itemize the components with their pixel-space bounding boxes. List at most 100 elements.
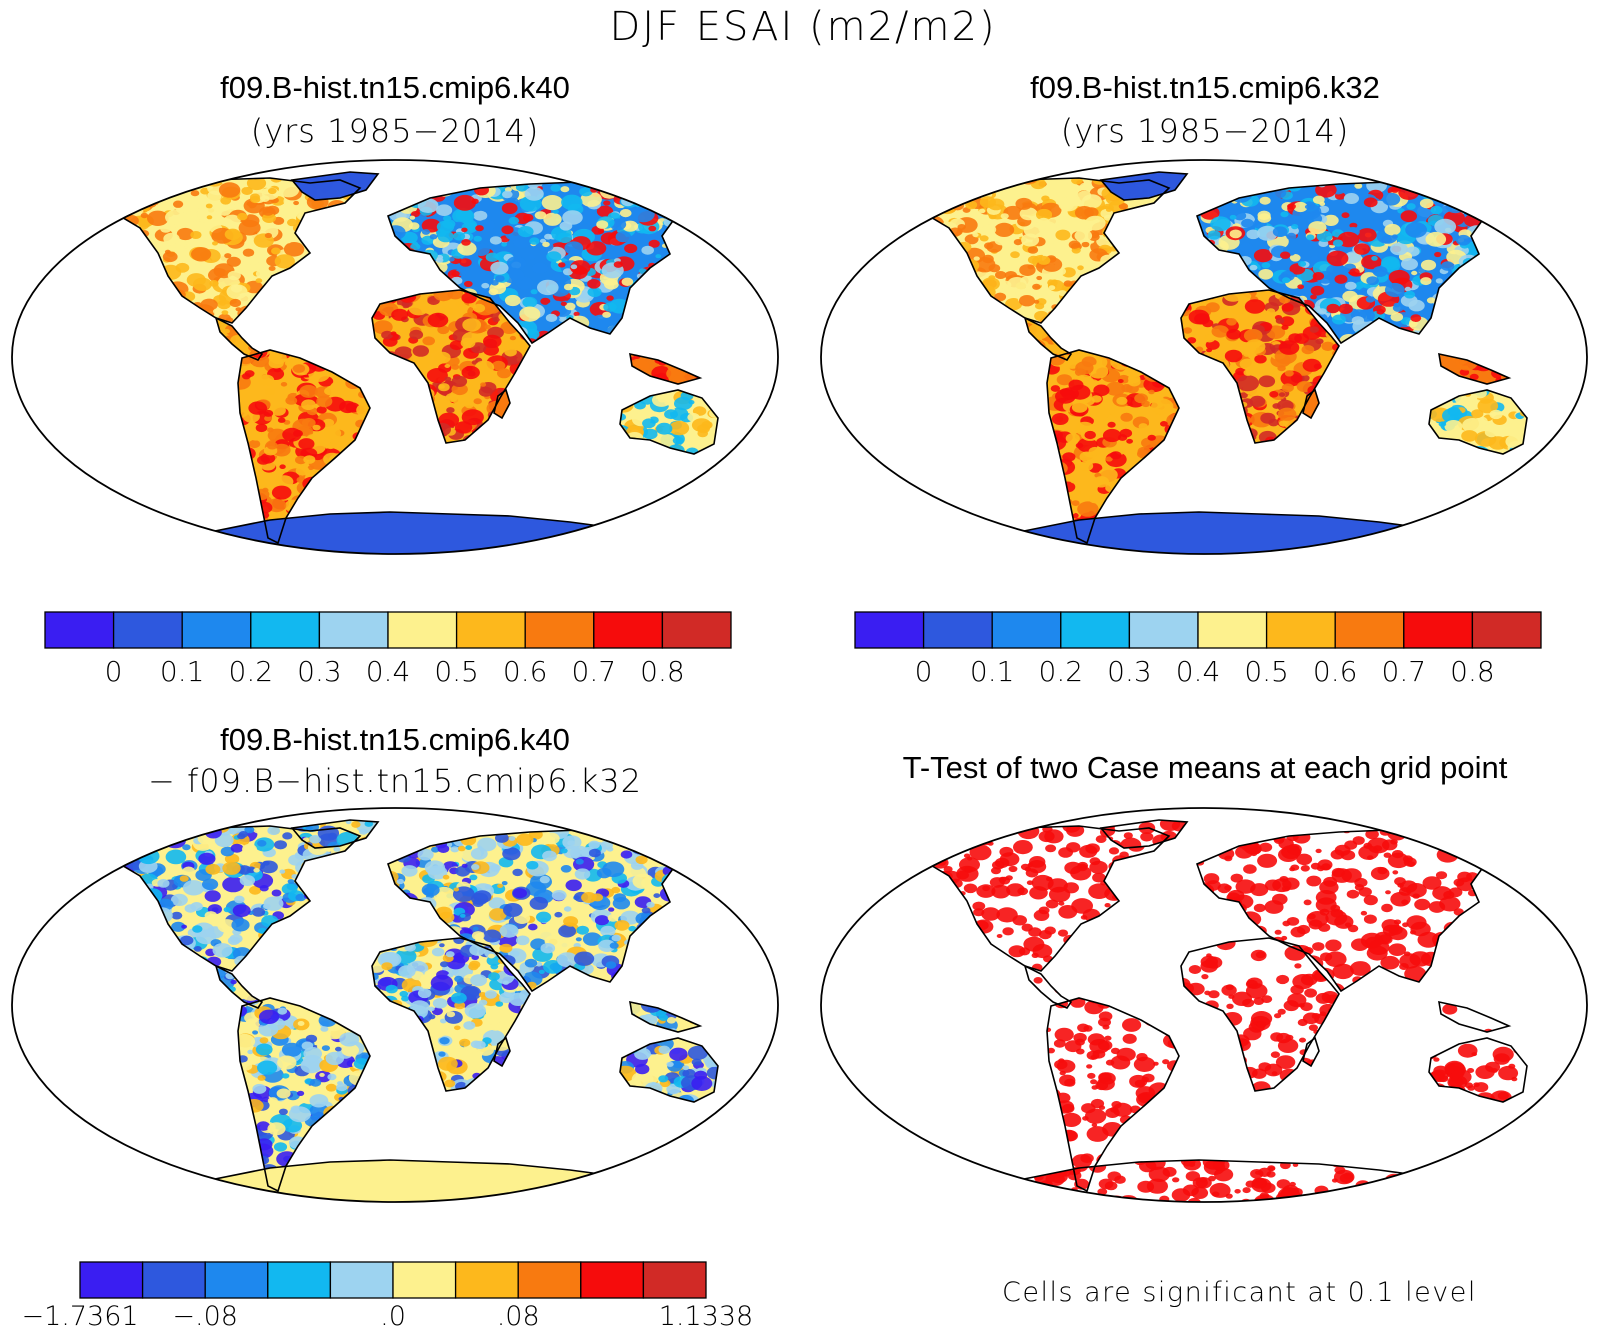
map-panel-k40-mean <box>11 159 779 555</box>
map-cell <box>440 961 449 968</box>
map-cell <box>472 303 486 313</box>
map-cell <box>238 219 261 236</box>
map-cell <box>1269 391 1279 398</box>
map-cell <box>570 845 590 860</box>
map-cell <box>179 875 189 882</box>
map-cell <box>264 387 276 396</box>
map-cell <box>1249 264 1258 271</box>
map-cell <box>597 229 605 234</box>
map-cell <box>147 210 169 226</box>
map-cell <box>497 368 511 379</box>
map-cell <box>575 937 582 942</box>
map-cell <box>223 328 230 334</box>
map-cell <box>356 403 370 417</box>
map-cell <box>326 442 335 450</box>
map-cell <box>1430 205 1443 215</box>
map-cell <box>255 278 263 284</box>
map-cell <box>468 962 479 971</box>
map-cell <box>665 845 673 851</box>
map-cell <box>1005 298 1023 311</box>
map-cell <box>621 277 634 286</box>
map-cell <box>288 854 304 866</box>
map-cell <box>480 382 487 387</box>
map-cell <box>681 203 688 209</box>
map-cell <box>1286 232 1297 240</box>
map-cell <box>1469 373 1479 381</box>
map-cell <box>1229 229 1242 239</box>
map-cell <box>444 1079 456 1088</box>
map-cell <box>247 255 260 265</box>
map-cell <box>282 427 302 442</box>
map-cell <box>1233 211 1247 221</box>
map-cell <box>200 298 218 311</box>
map-cell <box>303 455 316 464</box>
map-cell <box>115 208 121 213</box>
map-cell <box>1479 184 1495 195</box>
map-cell <box>652 841 675 858</box>
map-cell <box>204 890 221 902</box>
map-cell <box>473 398 482 405</box>
map-cell <box>1126 438 1133 444</box>
map-cell <box>485 252 499 262</box>
map-cell <box>1077 501 1099 517</box>
map-cell <box>399 990 409 998</box>
map-cell <box>1206 348 1213 353</box>
map-cell <box>587 279 601 289</box>
map-cell <box>259 1037 269 1044</box>
map-cell <box>608 907 615 912</box>
map-cell <box>545 313 558 322</box>
map-cell <box>205 203 213 209</box>
map-cell <box>427 865 448 880</box>
map-cell <box>204 911 218 921</box>
map-cell <box>284 360 294 367</box>
map-cell <box>1435 183 1441 188</box>
map-cell <box>279 869 286 874</box>
map-cell <box>1447 406 1461 416</box>
map-cell <box>133 178 154 187</box>
map-cell <box>1075 442 1084 449</box>
map-cell <box>409 329 424 340</box>
map-cell <box>309 1094 329 1108</box>
map-cell <box>432 998 448 1009</box>
map-cell <box>706 1066 718 1080</box>
map-cell <box>460 913 466 918</box>
map-cell <box>1065 433 1080 444</box>
map-cell <box>1224 209 1231 214</box>
map-cell <box>574 868 591 880</box>
map-cell <box>271 889 282 897</box>
map-cell <box>919 204 927 212</box>
map-cell <box>641 192 662 206</box>
map-cell <box>277 417 286 423</box>
map-cell <box>171 911 183 920</box>
map-cell <box>1393 302 1400 308</box>
map-cell <box>1432 182 1450 193</box>
map-cell <box>472 926 479 931</box>
map-cell <box>136 203 143 208</box>
map-cell <box>687 1045 708 1060</box>
map-cell <box>1408 321 1418 328</box>
map-cell <box>1253 249 1273 263</box>
map-cell <box>976 178 987 186</box>
map-cell <box>345 402 360 413</box>
map-cell <box>1408 299 1425 312</box>
map-cell <box>1019 295 1035 307</box>
map-cell <box>427 1024 447 1038</box>
map-cell <box>1390 312 1404 322</box>
map-cell <box>170 893 188 906</box>
map-cell <box>682 854 695 870</box>
map-cell <box>1035 302 1045 310</box>
map-cell <box>1037 217 1050 227</box>
map-cell <box>1015 197 1033 210</box>
map-cell <box>351 821 361 828</box>
map-cell <box>658 1045 671 1054</box>
map-cell <box>248 401 267 415</box>
map-cell <box>184 244 191 249</box>
map-cell <box>988 182 998 189</box>
map-cell <box>1284 370 1294 377</box>
coastline-antarctica <box>956 511 1500 554</box>
map-cell <box>1078 460 1094 472</box>
map-cell <box>1263 310 1271 317</box>
map-cell <box>198 852 216 865</box>
map-cell <box>165 849 187 865</box>
map-cell <box>524 958 538 968</box>
